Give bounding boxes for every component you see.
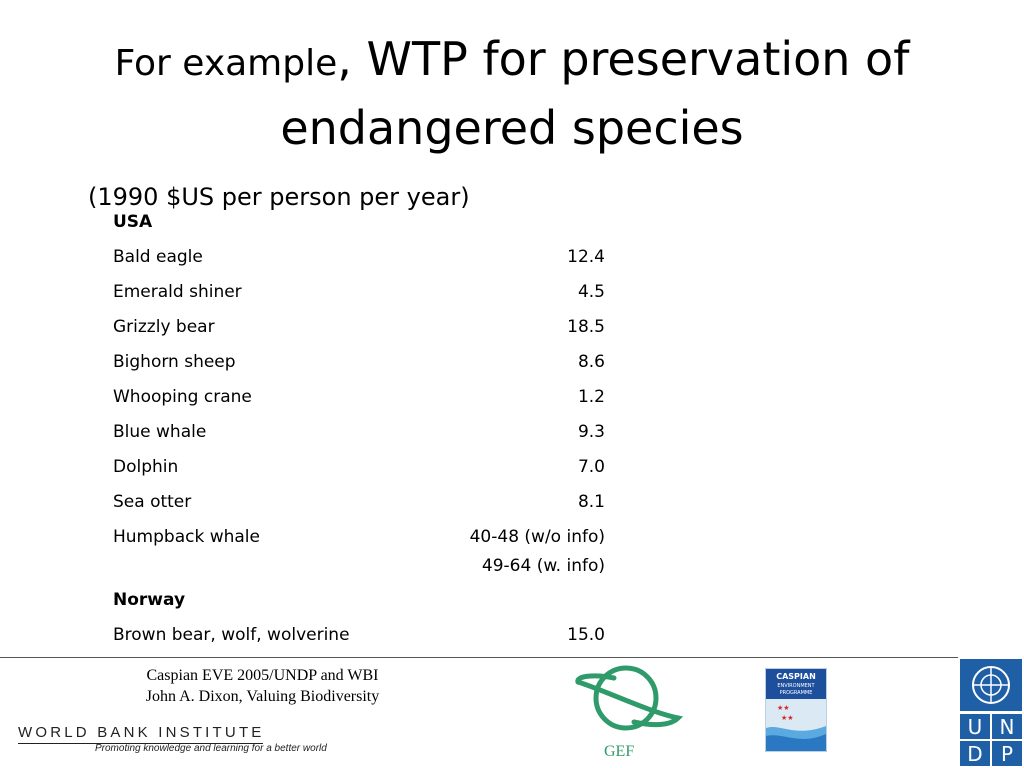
title-prefix: For example [114,43,338,84]
undp-letter-p: P [1001,742,1013,766]
wtp-value: 15.0 [567,625,605,645]
title-line-2: endangered species [280,101,744,155]
gef-label: GEF [604,743,635,760]
caspian-title: CASPIAN [776,672,816,681]
wtp-value: 12.4 [567,247,605,267]
species-name: Bighorn sheep [113,352,236,372]
species-name: Dolphin [113,457,179,477]
wtp-value: 4.5 [577,282,605,302]
table-row: Sea otter 8.1 [113,488,605,516]
section-label: USA [113,212,153,232]
world-bank-institute-logo: WORLD BANK INSTITUTE [18,724,265,741]
units-subtitle: (1990 $US per person per year) [88,183,470,211]
section-label: Norway [113,590,186,610]
section-header-usa: USA [113,208,605,236]
wbi-divider [18,743,263,744]
wtp-value: 40-48 (w/o info) [469,527,605,547]
svg-text:★★: ★★ [777,704,790,712]
wtp-value: 8.6 [577,352,605,372]
wtp-value: 7.0 [577,457,605,477]
undp-letter-d: D [967,742,982,766]
title-line-1: For example, WTP for preservation of [0,30,1024,99]
slide-title: For example, WTP for preservation of end… [0,30,1024,157]
species-name: Blue whale [113,422,207,442]
svg-text:★★: ★★ [781,714,794,722]
footer-citation: Caspian EVE 2005/UNDP and WBI John A. Di… [110,665,415,707]
undp-letter-u: U [968,715,983,739]
species-name: Sea otter [113,492,192,512]
caspian-subtitle-1: ENVIRONMENT [777,683,815,689]
table-row: Brown bear, wolf, wolverine 15.0 [113,621,605,649]
table-row: Whooping crane 1.2 [113,383,605,411]
footer-divider [0,657,1024,658]
table-row: Humpback whale 40-48 (w/o info) 49-64 (w… [113,523,605,581]
section-header-norway: Norway [113,586,605,614]
wtp-value: 18.5 [567,317,605,337]
species-name: Humpback whale [113,527,260,547]
species-name: Whooping crane [113,387,252,407]
table-row: Emerald shiner 4.5 [113,278,605,306]
species-name: Brown bear, wolf, wolverine [113,625,350,645]
table-row: Bald eagle 12.4 [113,243,605,271]
species-name: Bald eagle [113,247,203,267]
undp-letter-n: N [1000,715,1015,739]
table-row: Bighorn sheep 8.6 [113,348,605,376]
species-name: Grizzly bear [113,317,215,337]
caspian-environment-programme-logo: CASPIAN ENVIRONMENT PROGRAMME ★★ ★★ [765,668,827,752]
caspian-subtitle-2: PROGRAMME [780,690,813,696]
table-row: Dolphin 7.0 [113,453,605,481]
wbi-tagline: Promoting knowledge and learning for a b… [95,743,327,754]
undp-logo: U N D P [958,657,1024,768]
footer-line-2: John A. Dixon, Valuing Biodiversity [145,688,380,705]
table-row: Blue whale 9.3 [113,418,605,446]
wtp-value: 9.3 [577,422,605,442]
wtp-value: 1.2 [577,387,605,407]
species-name: Emerald shiner [113,282,242,302]
wtp-value: 8.1 [577,492,605,512]
table-row: Grizzly bear 18.5 [113,313,605,341]
title-main: , WTP for preservation of [337,32,910,86]
footer-line-1: Caspian EVE 2005/UNDP and WBI [146,667,379,684]
gef-globe-icon [575,665,684,731]
wtp-value-secondary: 49-64 (w. info) [481,556,605,576]
